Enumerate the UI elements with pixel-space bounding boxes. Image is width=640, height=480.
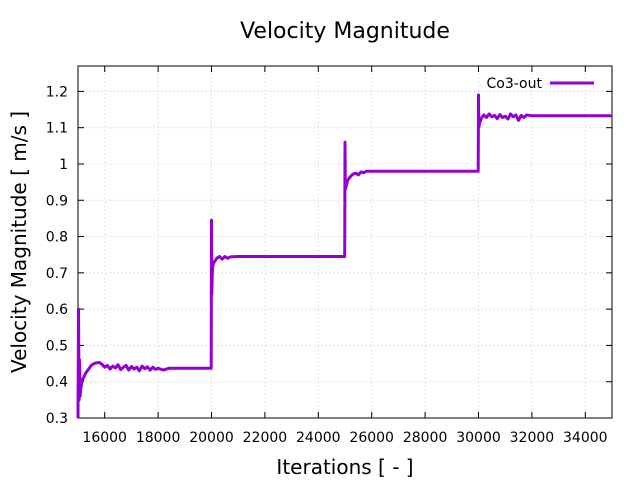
x-tick-label: 24000 <box>296 430 341 446</box>
x-tick-label: 16000 <box>82 430 127 446</box>
y-tick-label: 0.5 <box>46 338 68 354</box>
legend-label-co3-out: Co3-out <box>487 76 543 92</box>
y-tick-label: 0.8 <box>46 230 68 246</box>
legend: Co3-out <box>487 76 594 92</box>
y-tick-label: 0.3 <box>46 411 68 427</box>
x-tick-label: 18000 <box>136 430 181 446</box>
x-tick-label: 26000 <box>349 430 394 446</box>
y-tick-label: 1.1 <box>46 121 68 137</box>
series-layer <box>76 93 612 419</box>
x-axis-label: Iterations [ - ] <box>276 455 413 479</box>
y-tick-label: 0.4 <box>46 375 68 391</box>
y-tick-label: 1.2 <box>46 84 68 100</box>
y-axis-label: Velocity Magnitude [ m/s ] <box>7 111 31 373</box>
y-tick-label: 1 <box>59 157 68 173</box>
x-tick-label: 22000 <box>243 430 288 446</box>
chart-title: Velocity Magnitude <box>240 19 450 44</box>
y-tick-label: 0.7 <box>46 266 68 282</box>
plot-frame <box>77 65 613 419</box>
y-tick-label: 0.6 <box>46 302 68 318</box>
x-tick-label: 30000 <box>456 430 501 446</box>
grid <box>78 66 612 419</box>
series-line-0 <box>76 93 612 419</box>
x-tick-label: 28000 <box>403 430 448 446</box>
x-tick-label: 34000 <box>563 430 608 446</box>
axis-ticks: 16000 18000 20000 22000 24000 26000 28000 30000… <box>46 66 612 446</box>
y-tick-label: 0.9 <box>46 193 68 209</box>
x-tick-label: 20000 <box>189 430 234 446</box>
x-tick-label: 32000 <box>510 430 555 446</box>
